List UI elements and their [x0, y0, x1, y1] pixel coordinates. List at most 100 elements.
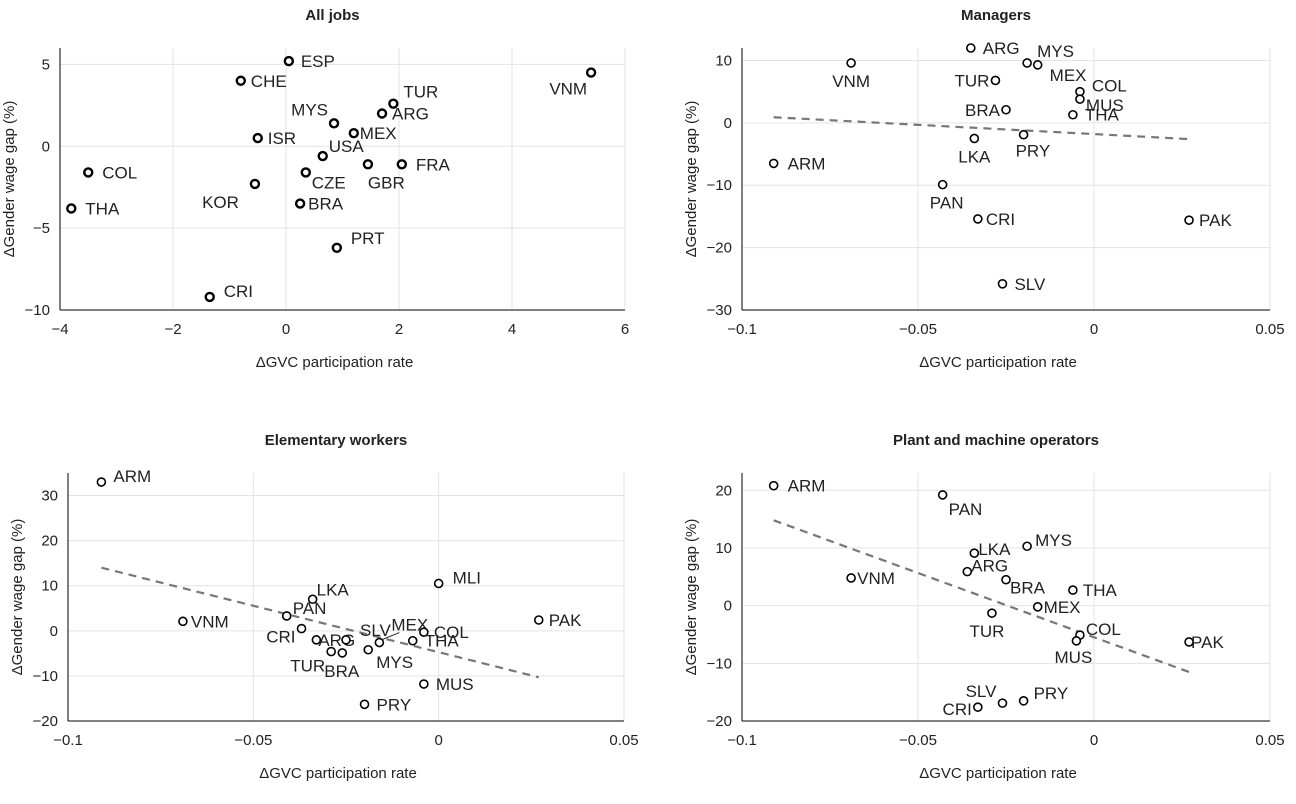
chart-title: Elementary workers — [265, 432, 408, 449]
chart-panel: −4 −2 0 2 4 6 −10 −5 0 5 All jobs ΔGVC participatio… — [1, 7, 629, 371]
x-tick-label: 0 — [1090, 321, 1098, 338]
data-point-pry — [1018, 129, 1029, 140]
data-point-cri — [973, 214, 983, 224]
data-label-lka: LKA — [317, 580, 350, 599]
data-label-vnm: VNM — [832, 72, 870, 91]
y-tick-label: 0 — [50, 623, 58, 640]
data-point-vnm — [178, 616, 188, 627]
x-tick-label: −0.05 — [899, 321, 937, 338]
data-point-mex — [348, 127, 359, 139]
data-label-tha: THA — [425, 632, 460, 651]
data-point-tha — [66, 203, 77, 214]
data-label-pak: PAK — [1199, 211, 1232, 230]
data-point-lka — [969, 548, 980, 558]
data-label-cri: CRI — [943, 700, 972, 719]
data-point-arg — [376, 108, 388, 119]
data-label-vnm: VNM — [549, 80, 587, 99]
y-tick-label: −10 — [707, 177, 732, 194]
data-point-pry — [359, 699, 370, 710]
data-point-bra — [1001, 574, 1011, 585]
data-label-esp: ESP — [301, 52, 335, 71]
data-label-bra: BRA — [324, 662, 360, 681]
y-tick-label: −30 — [707, 302, 732, 319]
data-label-mus: MUS — [1055, 648, 1093, 667]
y-tick-label: 10 — [41, 578, 58, 595]
data-label-tur: TUR — [403, 83, 438, 102]
data-label-mus: MUS — [436, 675, 474, 694]
data-label-pry: PRY — [1034, 684, 1069, 703]
data-point-kor — [249, 178, 261, 190]
data-point-fra — [396, 159, 408, 170]
y-tick-label: −5 — [33, 220, 50, 237]
data-point-vnm — [846, 58, 856, 68]
data-label-tur: TUR — [969, 622, 1004, 641]
y-tick-label: −20 — [707, 713, 732, 730]
x-tick-label: −4 — [51, 321, 68, 338]
x-tick-label: −0.1 — [727, 732, 757, 749]
data-point-mex — [374, 637, 385, 648]
data-point-pak — [533, 615, 544, 625]
data-point-arm — [96, 477, 107, 487]
x-tick-label: 4 — [508, 321, 516, 338]
data-label-tha: THA — [85, 199, 120, 218]
data-label-cze: CZE — [312, 173, 346, 192]
data-label-lka: LKA — [978, 540, 1011, 559]
data-label-mli: MLI — [453, 568, 481, 587]
data-point-vnm — [585, 67, 597, 78]
x-tick-label: −2 — [164, 321, 181, 338]
data-point-tha — [1068, 109, 1078, 120]
data-label-mex: MEX — [391, 616, 428, 635]
y-tick-label: 20 — [41, 533, 58, 550]
data-point-mys — [1022, 58, 1032, 68]
data-label-mex: MEX — [1050, 66, 1087, 85]
data-point-cze — [300, 167, 311, 178]
data-label-mys: MYS — [1035, 531, 1072, 550]
data-point-pak — [1184, 215, 1194, 225]
chart-title: Plant and machine operators — [893, 432, 1099, 449]
data-point-cri — [296, 623, 307, 634]
data-label-pak: PAK — [549, 611, 582, 630]
y-tick-label: −20 — [707, 240, 732, 257]
x-tick-label: −0.05 — [234, 732, 272, 749]
data-point-vnm — [846, 573, 856, 583]
data-point-mys — [363, 644, 374, 655]
data-point-arg — [311, 635, 322, 645]
trend-line — [773, 519, 1190, 674]
data-point-tha — [407, 635, 418, 646]
data-label-tur: TUR — [290, 657, 325, 676]
data-label-vnm: VNM — [857, 569, 895, 588]
x-tick-label: 0.05 — [1255, 321, 1284, 338]
data-point-mex — [1032, 602, 1043, 612]
data-point-lka — [969, 133, 980, 144]
x-axis-label: ΔGVC participation rate — [256, 354, 414, 371]
chart-panel: −0.1 −0.05 0 0.05 −20 −10 0 10 20 30 Elementary wo… — [9, 432, 639, 782]
data-point-arg — [962, 566, 973, 577]
data-label-isr: ISR — [268, 129, 296, 148]
y-tick-label: −10 — [25, 302, 50, 319]
data-label-tha: THA — [1085, 106, 1120, 125]
chart-panel: −0.1 −0.05 0 0.05 −30 −20 −10 0 10 Managers ΔGVC p… — [683, 7, 1285, 371]
data-label-mys: MYS — [291, 100, 328, 119]
data-point-mli — [433, 578, 444, 589]
data-label-lka: LKA — [958, 147, 991, 166]
data-label-cri: CRI — [986, 210, 1015, 229]
y-axis-label: ΔGender wage gap (%) — [1, 101, 18, 258]
y-tick-label: −10 — [33, 668, 58, 685]
data-point-bra — [337, 648, 348, 658]
data-point-mex — [1032, 60, 1043, 70]
data-label-vnm: VNM — [191, 612, 229, 631]
data-point-slv — [997, 278, 1008, 289]
data-point-cri — [973, 702, 983, 712]
data-label-cri: CRI — [266, 628, 295, 647]
x-tick-label: 0.05 — [609, 732, 638, 749]
data-point-tur — [326, 646, 336, 657]
x-tick-label: 0 — [434, 732, 442, 749]
data-point-tur — [990, 75, 1001, 86]
data-point-tur — [388, 98, 399, 109]
data-label-arm: ARM — [788, 477, 826, 496]
data-point-bra — [1001, 104, 1011, 115]
data-label-mex: MEX — [360, 124, 397, 143]
data-point-slv — [997, 698, 1008, 708]
data-label-arg: ARG — [971, 557, 1008, 576]
